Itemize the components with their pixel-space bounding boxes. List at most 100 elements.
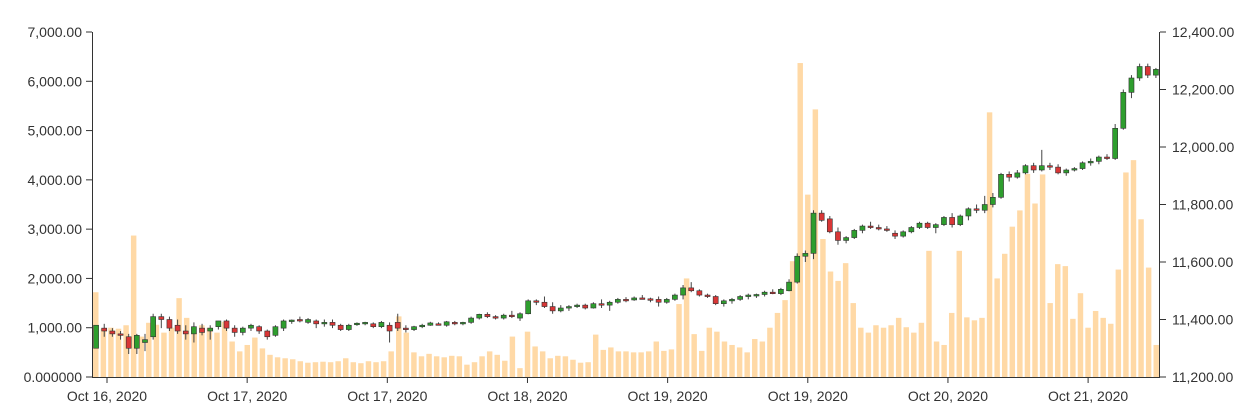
volume-bar bbox=[403, 332, 410, 377]
candle bbox=[256, 325, 262, 334]
candle-body-down bbox=[712, 296, 719, 304]
candle-body-down bbox=[370, 323, 377, 327]
candle-body-up bbox=[672, 294, 678, 300]
candle-body-up bbox=[606, 301, 613, 306]
volume-bar bbox=[274, 357, 281, 377]
candle bbox=[932, 223, 939, 234]
candle-body-up bbox=[93, 324, 99, 349]
candle-body-down bbox=[313, 320, 320, 325]
volume-bar bbox=[282, 358, 288, 377]
volume-bar bbox=[994, 278, 1000, 377]
candle-body-up bbox=[427, 322, 434, 326]
candle-body-down bbox=[264, 330, 271, 338]
candle bbox=[207, 325, 214, 340]
candle bbox=[1014, 170, 1021, 179]
volume-bar bbox=[971, 320, 978, 377]
candle-body-up bbox=[460, 322, 466, 325]
candle-body-up bbox=[1136, 66, 1143, 79]
candle-body-down bbox=[231, 327, 238, 333]
volume-bar bbox=[1123, 172, 1129, 377]
candle-body-up bbox=[615, 299, 621, 303]
volume-bar bbox=[850, 303, 856, 377]
candle-body-up bbox=[965, 208, 972, 217]
candle bbox=[1063, 168, 1070, 176]
candle bbox=[1104, 154, 1110, 160]
x-tick-label: Oct 19, 2020 bbox=[628, 388, 708, 404]
candle-body-up bbox=[957, 215, 964, 225]
candle-body-down bbox=[623, 299, 629, 302]
volume-bar bbox=[365, 361, 372, 377]
candle bbox=[696, 289, 703, 297]
x-tick-label: Oct 19, 2020 bbox=[768, 388, 848, 404]
candle-body-down bbox=[329, 322, 336, 326]
candle-body-up bbox=[476, 314, 483, 319]
volume-bar bbox=[426, 353, 432, 377]
candle-body-down bbox=[696, 290, 703, 296]
candle-body-down bbox=[835, 231, 841, 241]
volume-bar bbox=[191, 332, 197, 377]
candle-body-up bbox=[1022, 165, 1029, 174]
candle-body-up bbox=[345, 324, 352, 330]
candle-body-up bbox=[134, 335, 140, 349]
candle bbox=[1087, 158, 1094, 166]
candle bbox=[1136, 63, 1143, 81]
volume-bar bbox=[827, 271, 834, 377]
candle-body-down bbox=[394, 322, 401, 329]
candle-body-down bbox=[166, 319, 173, 329]
volume-bar bbox=[865, 332, 872, 377]
volume-bar bbox=[305, 362, 311, 377]
candle bbox=[313, 319, 320, 329]
volume-bar bbox=[396, 316, 402, 377]
candle bbox=[843, 236, 849, 244]
volume-bar bbox=[479, 356, 485, 377]
volume-bar bbox=[358, 363, 364, 377]
volume-bar bbox=[244, 344, 250, 377]
candle bbox=[1030, 162, 1037, 173]
candle-body-up bbox=[843, 237, 849, 241]
candle bbox=[647, 297, 654, 303]
candle-body-down bbox=[174, 324, 181, 332]
candle-body-down bbox=[101, 327, 108, 332]
candle bbox=[419, 323, 426, 329]
candle bbox=[484, 312, 491, 319]
volume-bar bbox=[676, 304, 682, 377]
volume-bar bbox=[721, 341, 728, 377]
volume-bar bbox=[979, 317, 985, 377]
candle-body-up bbox=[443, 321, 450, 326]
volume-bar bbox=[888, 325, 894, 377]
volume-bar bbox=[903, 327, 909, 377]
candle-body-down bbox=[182, 330, 189, 335]
candle-body-up bbox=[288, 319, 295, 322]
candle bbox=[549, 302, 556, 314]
candle bbox=[916, 221, 923, 229]
volume-bars bbox=[93, 63, 1159, 378]
candle-body-up bbox=[419, 324, 426, 328]
candle-body-down bbox=[884, 228, 890, 231]
candle-body-up bbox=[590, 303, 597, 309]
candle bbox=[1006, 171, 1013, 182]
candle bbox=[158, 313, 165, 329]
candle-body-up bbox=[280, 320, 287, 329]
candle bbox=[875, 224, 882, 231]
candle-body-down bbox=[704, 294, 711, 297]
candle-body-up bbox=[517, 313, 523, 319]
right-tick-label: 12,200.00 bbox=[1172, 82, 1234, 98]
candle-body-up bbox=[729, 299, 735, 302]
candle bbox=[248, 323, 254, 331]
price-candles bbox=[93, 63, 1159, 354]
candle-body-down bbox=[1047, 165, 1053, 168]
candle-body-up bbox=[1071, 168, 1078, 171]
candle-body-up bbox=[802, 253, 809, 257]
candle bbox=[1038, 149, 1045, 172]
candle-body-up bbox=[631, 297, 637, 301]
volume-bar bbox=[343, 358, 349, 377]
volume-bar bbox=[115, 328, 122, 377]
candle-body-up bbox=[794, 255, 801, 283]
candle bbox=[142, 333, 148, 352]
candle-body-up bbox=[1087, 161, 1094, 164]
volume-bar bbox=[130, 235, 137, 377]
volume-bar bbox=[267, 354, 273, 377]
candle-body-up bbox=[1038, 165, 1045, 171]
volume-bar bbox=[691, 334, 697, 377]
